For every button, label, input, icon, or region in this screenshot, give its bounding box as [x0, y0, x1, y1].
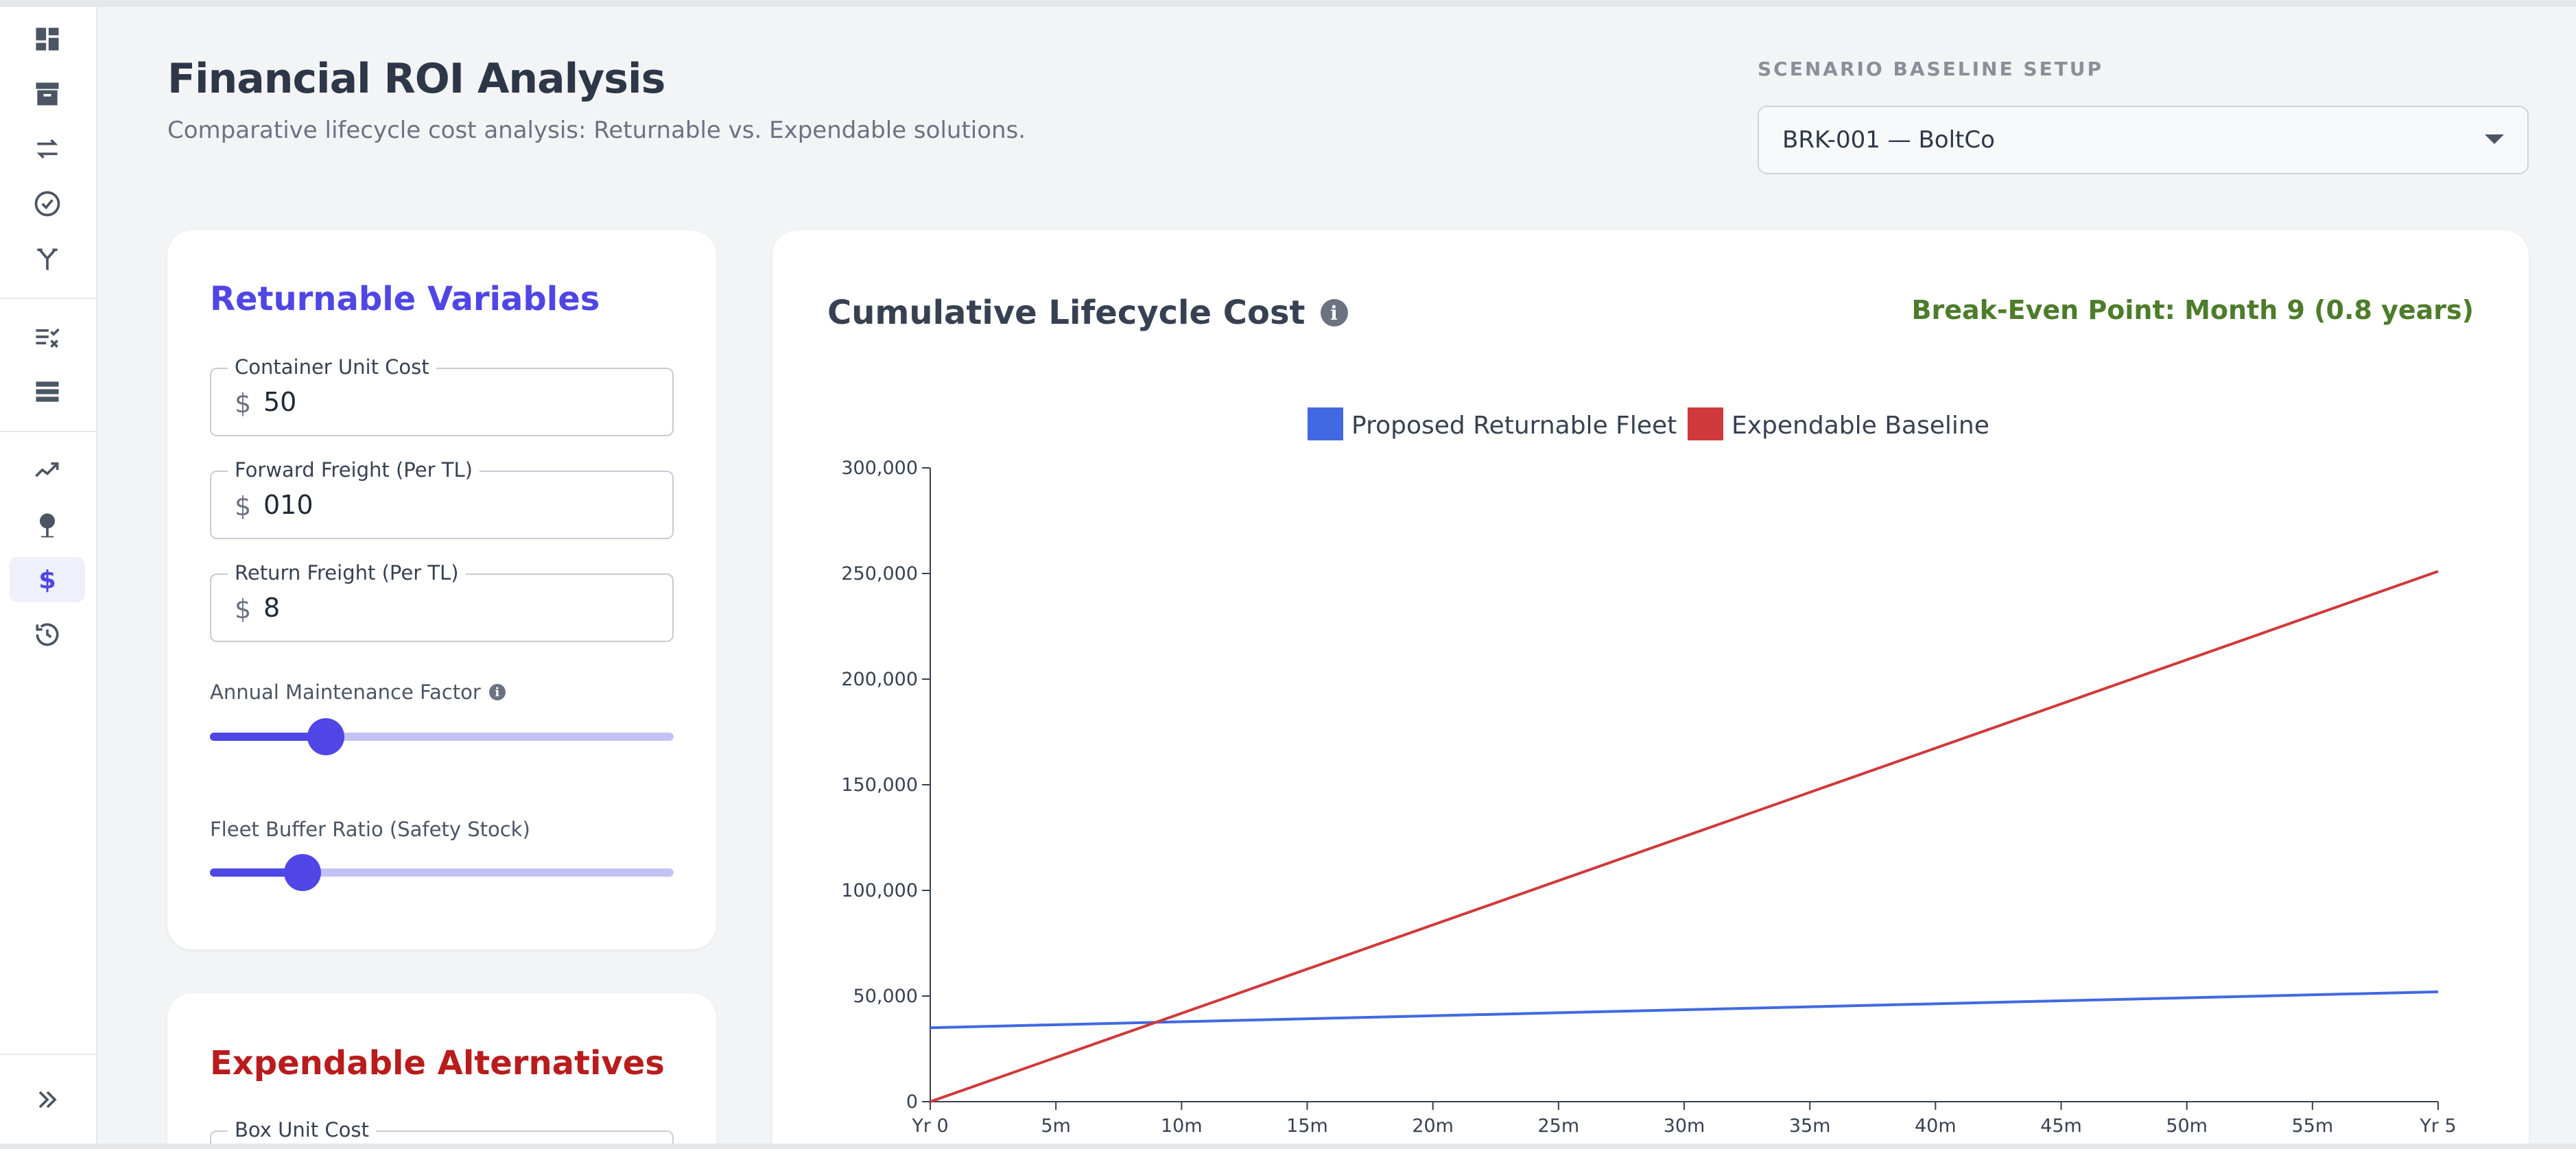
chevron-down-icon [2485, 134, 2504, 144]
x-tick-label: 5m [1041, 1115, 1070, 1137]
storage-icon [36, 381, 59, 402]
box-unit-cost-field[interactable]: Box Unit Cost [210, 1118, 674, 1149]
chart-title: Cumulative Lifecycle Cost [827, 294, 1305, 332]
info-icon[interactable]: i [488, 684, 506, 700]
x-tick-label: 45m [2040, 1115, 2082, 1137]
returnable-card-title: Returnable Variables [210, 280, 600, 318]
sidebar-divider [0, 431, 96, 432]
expendable-baseline-line [930, 570, 2439, 1103]
buffer-ratio-label: Fleet Buffer Ratio (Safety Stock) [210, 818, 530, 841]
expendable-alternatives-card: Expendable Alternatives Box Unit Cost [167, 993, 716, 1149]
sidebar-item-transfers[interactable] [10, 126, 85, 171]
slider-fill [210, 868, 303, 877]
returnable-variables-card: Returnable Variables Container Unit Cost… [167, 230, 716, 949]
maintenance-factor-label-row: Annual Maintenance Factor i [210, 680, 506, 704]
page-subtitle: Comparative lifecycle cost analysis: Ret… [167, 117, 1026, 144]
x-tick-label: 20m [1412, 1115, 1454, 1137]
bottom-border [0, 1144, 2576, 1149]
page-title: Financial ROI Analysis [167, 55, 665, 103]
expendable-card-title: Expendable Alternatives [210, 1044, 665, 1082]
return-freight-field[interactable]: Return Freight (Per TL) $ 8 [210, 561, 674, 642]
slider-thumb[interactable] [307, 718, 344, 755]
maintenance-factor-label: Annual Maintenance Factor [210, 680, 481, 704]
x-tick-label: 40m [1915, 1115, 1957, 1137]
currency-prefix: $ [235, 491, 252, 521]
double-chevron-right-icon [38, 1091, 57, 1109]
sidebar-divider [0, 1054, 96, 1055]
legend-swatch [1308, 407, 1343, 440]
y-tick-label: 200,000 [841, 669, 918, 690]
transfer-arrows-icon [36, 139, 58, 159]
x-tick-label: 50m [2166, 1115, 2208, 1137]
container-unit-cost-input[interactable]: 50 [263, 387, 297, 417]
slider-thumb[interactable] [284, 854, 322, 891]
archive-icon [36, 82, 59, 106]
x-tick-label: 25m [1537, 1115, 1579, 1137]
y-tick-label: 300,000 [841, 458, 918, 479]
y-tick-label: 150,000 [841, 774, 918, 796]
forward-freight-label: Forward Freight (Per TL) [228, 458, 480, 482]
sidebar-item-dashboard[interactable] [10, 16, 85, 62]
buffer-ratio-slider[interactable] [210, 854, 674, 891]
return-freight-input[interactable]: 8 [263, 593, 281, 623]
buffer-ratio-label-row: Fleet Buffer Ratio (Safety Stock) [210, 818, 530, 841]
returnable-fleet-line [930, 990, 2439, 1030]
trend-chart-icon [35, 462, 59, 477]
x-tick-label: Yr 0 [911, 1115, 948, 1137]
chart-title-row: Cumulative Lifecycle Cost i [827, 294, 1348, 332]
sidebar-item-analytics[interactable] [10, 447, 85, 493]
maintenance-factor-slider[interactable] [210, 718, 674, 755]
currency-prefix: $ [235, 594, 252, 624]
dashboard-icon [36, 27, 59, 51]
x-tick-label: Yr 5 [2419, 1115, 2456, 1137]
legend-label: Proposed Returnable Fleet [1351, 412, 1677, 440]
sidebar-item-financial[interactable]: $ [10, 557, 85, 602]
return-freight-label: Return Freight (Per TL) [228, 561, 466, 584]
check-circle-icon [34, 191, 60, 217]
scenario-select-value: BRK-001 — BoltCo [1782, 126, 1995, 154]
forward-freight-input[interactable]: 010 [263, 490, 314, 520]
x-tick-label: 35m [1789, 1115, 1831, 1137]
break-even-label: Break-Even Point: Month 9 (0.8 years) [1911, 295, 2474, 325]
sidebar-expand-button[interactable] [10, 1077, 85, 1122]
box-unit-cost-label: Box Unit Cost [228, 1118, 376, 1141]
y-tick-label: 100,000 [841, 880, 918, 901]
x-tick-label: 55m [2291, 1115, 2333, 1137]
lifecycle-cost-chart-card: Proposed Returnable Fleet Expendable Base… [772, 230, 2529, 1149]
info-icon[interactable]: i [1320, 299, 1348, 327]
y-tick-label: 250,000 [841, 563, 918, 584]
currency-prefix: $ [235, 388, 252, 418]
dollar-icon: $ [38, 565, 56, 595]
legend-label: Expendable Baseline [1732, 412, 1989, 440]
sidebar-item-archive[interactable] [10, 71, 85, 117]
legend-swatch [1688, 407, 1723, 440]
x-tick-label: 10m [1161, 1115, 1203, 1137]
x-tick-label: 15m [1286, 1115, 1328, 1137]
history-icon [36, 623, 59, 646]
location-pin-icon [40, 513, 55, 538]
top-border [0, 0, 2576, 7]
svg-text:$: $ [38, 565, 56, 595]
lifecycle-cost-chart: Proposed Returnable Fleet Expendable Base… [841, 407, 2457, 1137]
scenario-label: SCENARIO BASELINE SETUP [1758, 58, 2103, 80]
checklist-icon [36, 328, 60, 348]
sidebar-item-history[interactable] [10, 612, 85, 657]
sidebar-item-storage[interactable] [10, 369, 85, 414]
sidebar: $ [0, 7, 97, 1144]
sidebar-item-checks[interactable] [10, 181, 85, 226]
forward-freight-field[interactable]: Forward Freight (Per TL) $ 010 [210, 458, 674, 539]
container-unit-cost-field[interactable]: Container Unit Cost $ 50 [210, 355, 674, 436]
y-tick-label: 50,000 [853, 986, 918, 1007]
sidebar-divider [0, 298, 96, 299]
sidebar-item-tasks[interactable] [10, 314, 85, 359]
scenario-select[interactable]: BRK-001 — BoltCo [1758, 106, 2529, 174]
sidebar-item-locations[interactable] [10, 502, 85, 547]
container-unit-cost-label: Container Unit Cost [228, 355, 436, 379]
x-tick-label: 30m [1664, 1115, 1705, 1137]
y-tick-label: 0 [906, 1091, 918, 1113]
slider-fill [210, 733, 326, 741]
fork-icon [37, 248, 58, 270]
sidebar-item-routes[interactable] [10, 236, 85, 281]
